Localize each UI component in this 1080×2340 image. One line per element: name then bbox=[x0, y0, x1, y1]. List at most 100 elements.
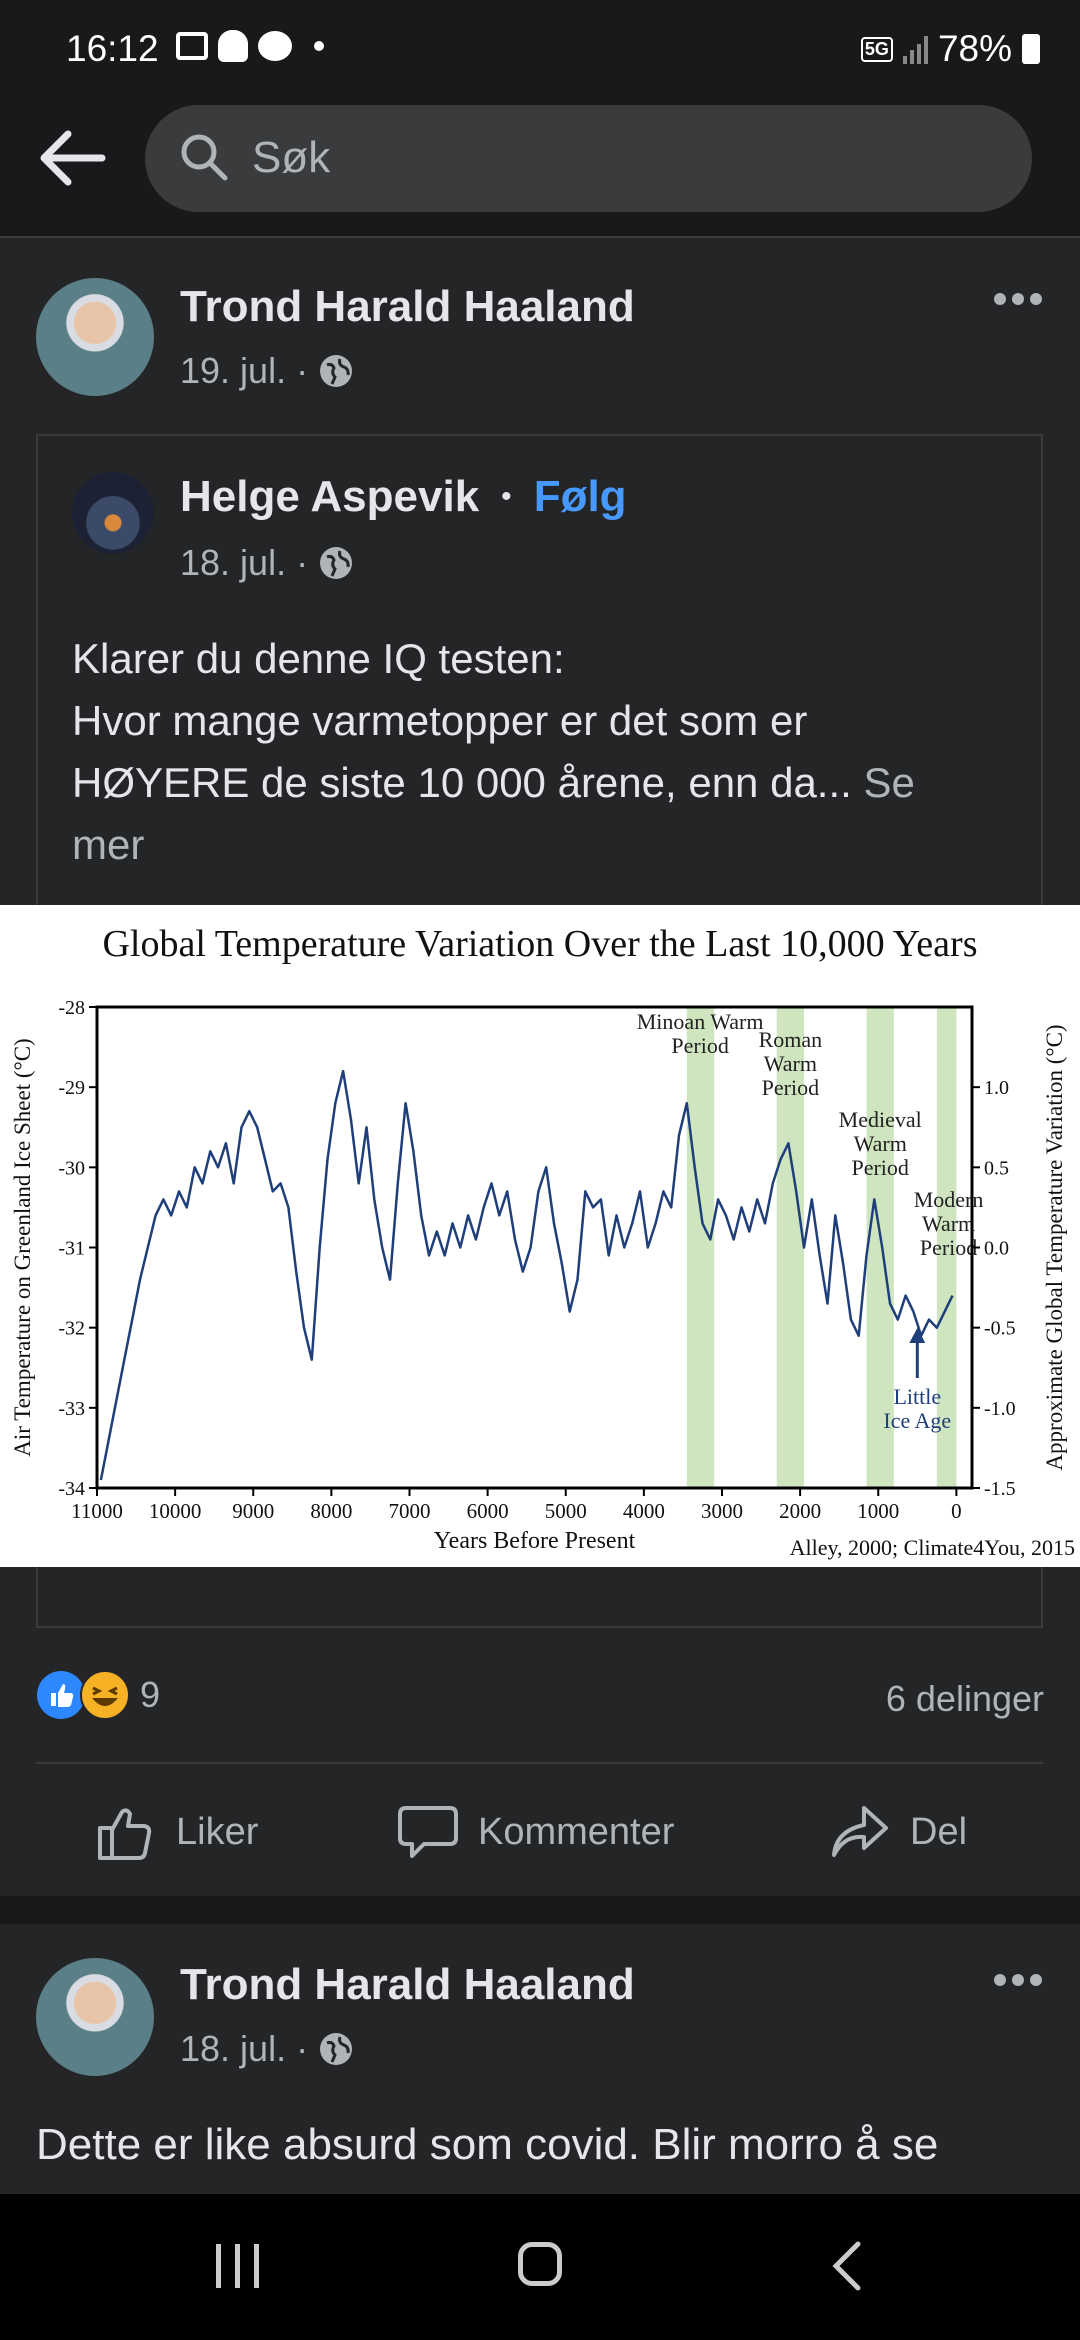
period-band bbox=[686, 1007, 715, 1488]
haha-reaction-icon bbox=[80, 1670, 130, 1720]
y2-tick-label: -1.5 bbox=[984, 1478, 1016, 1500]
period-label: Minoan Warm bbox=[637, 1009, 764, 1034]
x-tick-label: 7000 bbox=[389, 1499, 431, 1523]
y-tick-label: -31 bbox=[58, 1238, 85, 1260]
author-avatar[interactable] bbox=[36, 278, 154, 396]
home-button[interactable] bbox=[518, 2242, 562, 2286]
x-tick-label: 3000 bbox=[701, 1499, 743, 1523]
author-name[interactable]: Trond Harald Haaland bbox=[180, 282, 635, 331]
post-text-line: Klarer du denne IQ testen: bbox=[72, 635, 565, 682]
post-text-line: Hvor mange varmetopper er det som er bbox=[72, 697, 808, 744]
x-tick-label: 11000 bbox=[71, 1499, 123, 1523]
period-label: Period bbox=[762, 1075, 819, 1100]
y-tick-label: -33 bbox=[58, 1398, 85, 1420]
period-label: Period bbox=[851, 1155, 908, 1180]
network-badge: 5G bbox=[860, 36, 893, 62]
back-nav-icon[interactable] bbox=[828, 2240, 868, 2292]
signal-icon bbox=[902, 34, 928, 64]
temperature-series-line bbox=[99, 1069, 954, 1481]
shared-post-date[interactable]: 18. jul. · bbox=[180, 542, 309, 583]
shared-post-text: Klarer du denne IQ testen: Hvor mange va… bbox=[72, 628, 1012, 876]
x-tick-label: 10000 bbox=[149, 1499, 202, 1523]
chart-source: Alley, 2000; Climate4You, 2015 bbox=[790, 1535, 1075, 1560]
snapchat-icon bbox=[218, 30, 248, 62]
reactions-count: 9 bbox=[140, 1674, 161, 1715]
like-label: Liker bbox=[176, 1810, 259, 1853]
x-tick-label: 5000 bbox=[545, 1499, 587, 1523]
divider bbox=[36, 1762, 1043, 1764]
x-tick-label: 0 bbox=[951, 1499, 962, 1523]
shared-author-avatar[interactable] bbox=[72, 472, 154, 554]
gallery-icon bbox=[176, 32, 208, 60]
like-reaction-icon bbox=[37, 1671, 85, 1719]
y2-tick-label: 0.5 bbox=[984, 1157, 1009, 1179]
x-tick-label: 9000 bbox=[232, 1499, 274, 1523]
shared-author-row: Helge Aspevik • Følg bbox=[180, 472, 627, 522]
x-tick-label: 6000 bbox=[467, 1499, 509, 1523]
battery-icon bbox=[1022, 34, 1040, 64]
shares-count[interactable]: 6 delinger bbox=[885, 1678, 1044, 1719]
like-button[interactable]: Liker bbox=[96, 1792, 258, 1872]
dot-icon bbox=[314, 41, 324, 51]
author-avatar[interactable] bbox=[36, 1958, 154, 2076]
x-axis-label: Years Before Present bbox=[434, 1528, 636, 1554]
comment-button[interactable]: Kommenter bbox=[398, 1792, 674, 1872]
post-text-line: HØYERE de siste 10 000 årene, enn da... bbox=[72, 759, 852, 806]
post-meta: 19. jul. · bbox=[180, 350, 354, 392]
x-tick-label: 1000 bbox=[857, 1499, 899, 1523]
status-time: 16:12 bbox=[66, 28, 159, 69]
recent-apps-button[interactable] bbox=[216, 2244, 259, 2288]
navigation-bar bbox=[0, 2194, 1080, 2340]
see-more-link[interactable]: mer bbox=[72, 821, 145, 868]
battery-percent: 78% bbox=[937, 28, 1012, 69]
more-options-icon[interactable] bbox=[994, 293, 1042, 305]
y-tick-label: -32 bbox=[58, 1318, 85, 1340]
share-label: Del bbox=[910, 1810, 968, 1853]
chart-title: Global Temperature Variation Over the La… bbox=[102, 923, 977, 965]
follow-button[interactable]: Følg bbox=[533, 472, 627, 521]
post-date[interactable]: 18. jul. · bbox=[180, 2028, 309, 2069]
y-tick-label: -28 bbox=[58, 997, 85, 1019]
period-label: Period bbox=[920, 1235, 977, 1260]
period-label: Warm bbox=[922, 1211, 975, 1236]
chart-image[interactable]: Global Temperature Variation Over the La… bbox=[0, 905, 1080, 1567]
period-label: Medieval bbox=[839, 1107, 922, 1132]
back-arrow-icon[interactable] bbox=[38, 128, 106, 188]
share-icon bbox=[832, 1806, 888, 1857]
period-label: Period bbox=[671, 1033, 728, 1058]
comment-label: Kommenter bbox=[478, 1810, 675, 1853]
y-axis-label: Air Temperature on Greenland Ice Sheet (… bbox=[10, 1038, 35, 1456]
thumbs-up-icon bbox=[98, 1808, 152, 1860]
annotation-label: Ice Age bbox=[883, 1408, 951, 1433]
status-bar: 16:12 5G 78% bbox=[0, 0, 1080, 100]
post-date[interactable]: 19. jul. · bbox=[180, 350, 309, 391]
author-name[interactable]: Trond Harald Haaland bbox=[180, 1960, 635, 2009]
more-options-icon[interactable] bbox=[994, 1974, 1042, 1986]
period-band bbox=[936, 1007, 957, 1488]
post-card-2 bbox=[0, 1924, 1080, 2194]
post-meta: 18. jul. · bbox=[180, 2028, 354, 2070]
globe-icon bbox=[320, 547, 353, 579]
shared-author-name[interactable]: Helge Aspevik bbox=[180, 472, 480, 521]
period-label: Roman bbox=[759, 1027, 823, 1052]
notification-icons bbox=[176, 30, 324, 62]
period-band bbox=[866, 1007, 894, 1488]
search-placeholder: Søk bbox=[252, 133, 331, 182]
search-icon bbox=[181, 134, 228, 181]
post-text: Dette er like absurd som covid. Blir mor… bbox=[36, 2120, 939, 2169]
y2-tick-label: -1.0 bbox=[984, 1398, 1016, 1420]
see-more-link[interactable]: Se bbox=[851, 759, 915, 806]
message-icon bbox=[258, 31, 292, 61]
y-tick-label: -30 bbox=[58, 1157, 85, 1179]
annotation-arrow-head bbox=[909, 1328, 926, 1343]
y2-tick-label: -0.5 bbox=[984, 1318, 1016, 1340]
status-right: 5G 78% bbox=[860, 28, 1040, 70]
search-input[interactable] bbox=[145, 105, 1032, 212]
y-tick-label: -34 bbox=[58, 1478, 85, 1500]
period-band bbox=[776, 1007, 805, 1488]
share-button[interactable]: Del bbox=[830, 1792, 967, 1872]
period-label: Warm bbox=[854, 1131, 907, 1156]
annotation-label: Little bbox=[893, 1384, 941, 1409]
x-tick-label: 8000 bbox=[310, 1499, 352, 1523]
reactions-summary[interactable]: 9 bbox=[36, 1670, 160, 1720]
